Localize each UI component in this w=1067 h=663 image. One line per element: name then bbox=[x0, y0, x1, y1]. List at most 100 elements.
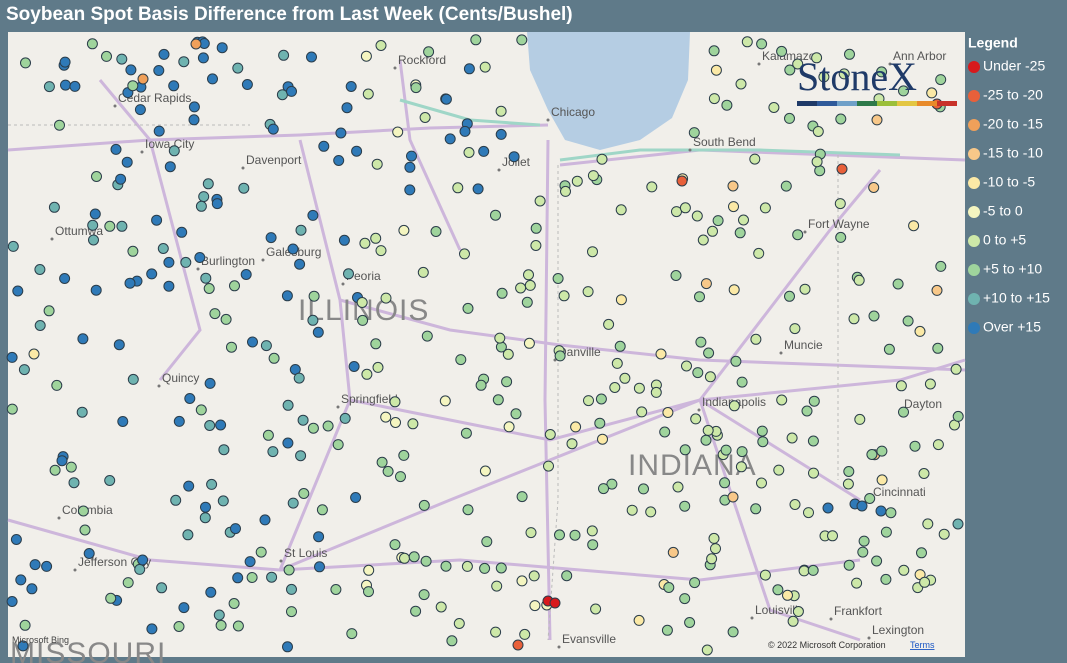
elevator-dot[interactable] bbox=[519, 628, 531, 640]
elevator-dot[interactable] bbox=[15, 574, 27, 586]
elevator-dot[interactable] bbox=[194, 252, 206, 263]
elevator-dot[interactable] bbox=[127, 245, 139, 257]
elevator-dot[interactable] bbox=[595, 393, 607, 405]
elevator-dot[interactable] bbox=[843, 559, 855, 571]
elevator-dot[interactable] bbox=[857, 546, 869, 558]
elevator-dot[interactable] bbox=[335, 127, 347, 139]
elevator-dot[interactable] bbox=[287, 243, 299, 255]
elevator-dot[interactable] bbox=[312, 326, 324, 338]
elevator-dot[interactable] bbox=[615, 294, 627, 306]
elevator-dot[interactable] bbox=[523, 337, 535, 349]
elevator-dot[interactable] bbox=[188, 101, 200, 113]
elevator-dot[interactable] bbox=[691, 210, 703, 222]
elevator-dot[interactable] bbox=[188, 114, 200, 126]
elevator-dot[interactable] bbox=[51, 379, 63, 391]
elevator-dot[interactable] bbox=[382, 465, 394, 477]
elevator-dot[interactable] bbox=[244, 556, 256, 568]
elevator-dot[interactable] bbox=[868, 182, 880, 193]
elevator-dot[interactable] bbox=[780, 180, 792, 192]
elevator-dot[interactable] bbox=[146, 623, 158, 635]
elevator-dot[interactable] bbox=[543, 460, 554, 472]
elevator-dot[interactable] bbox=[306, 51, 317, 63]
elevator-dot[interactable] bbox=[516, 491, 528, 503]
elevator-dot[interactable] bbox=[727, 180, 739, 192]
elevator-dot[interactable] bbox=[230, 523, 241, 535]
elevator-dot[interactable] bbox=[43, 81, 55, 93]
elevator-dot[interactable] bbox=[583, 395, 594, 407]
elevator-dot[interactable] bbox=[348, 361, 360, 372]
elevator-dot[interactable] bbox=[495, 562, 507, 574]
elevator-dot[interactable] bbox=[741, 36, 753, 48]
elevator-dot[interactable] bbox=[226, 341, 237, 353]
elevator-dot[interactable] bbox=[508, 151, 520, 163]
elevator-dot[interactable] bbox=[330, 584, 342, 595]
elevator-dot[interactable] bbox=[232, 62, 244, 74]
elevator-dot[interactable] bbox=[89, 208, 101, 220]
elevator-dot[interactable] bbox=[87, 219, 99, 231]
elevator-dot[interactable] bbox=[417, 266, 429, 278]
elevator-dot[interactable] bbox=[812, 126, 824, 137]
elevator-dot[interactable] bbox=[679, 444, 691, 456]
elevator-dot[interactable] bbox=[419, 112, 431, 123]
elevator-dot[interactable] bbox=[282, 437, 294, 449]
elevator-dot[interactable] bbox=[750, 333, 762, 345]
elevator-dot[interactable] bbox=[835, 113, 847, 125]
elevator-dot[interactable] bbox=[190, 38, 202, 50]
elevator-dot[interactable] bbox=[220, 313, 232, 325]
elevator-dot[interactable] bbox=[286, 583, 297, 595]
elevator-dot[interactable] bbox=[851, 577, 863, 589]
elevator-dot[interactable] bbox=[423, 46, 435, 58]
elevator-dot[interactable] bbox=[229, 280, 240, 292]
elevator-dot[interactable] bbox=[195, 200, 207, 212]
elevator-dot[interactable] bbox=[782, 589, 793, 601]
elevator-dot[interactable] bbox=[316, 504, 328, 516]
elevator-dot[interactable] bbox=[919, 576, 931, 588]
elevator-dot[interactable] bbox=[199, 512, 211, 524]
elevator-dot[interactable] bbox=[858, 535, 870, 547]
elevator-dot[interactable] bbox=[848, 313, 860, 325]
elevator-dot[interactable] bbox=[380, 292, 392, 304]
elevator-dot[interactable] bbox=[876, 66, 888, 78]
elevator-dot[interactable] bbox=[375, 245, 387, 257]
elevator-dot[interactable] bbox=[799, 283, 811, 295]
elevator-dot[interactable] bbox=[390, 417, 401, 428]
elevator-dot[interactable] bbox=[295, 450, 307, 462]
elevator-dot[interactable] bbox=[854, 413, 866, 425]
elevator-dot[interactable] bbox=[609, 382, 621, 393]
elevator-dot[interactable] bbox=[200, 272, 212, 284]
elevator-dot[interactable] bbox=[736, 376, 748, 388]
elevator-dot[interactable] bbox=[69, 80, 81, 92]
elevator-dot[interactable] bbox=[218, 444, 230, 456]
elevator-dot[interactable] bbox=[345, 81, 357, 92]
elevator-dot[interactable] bbox=[232, 620, 244, 632]
elevator-dot[interactable] bbox=[530, 240, 542, 251]
elevator-dot[interactable] bbox=[460, 427, 472, 439]
elevator-dot[interactable] bbox=[375, 40, 387, 51]
elevator-dot[interactable] bbox=[10, 534, 22, 545]
elevator-dot[interactable] bbox=[528, 570, 540, 582]
elevator-dot[interactable] bbox=[268, 352, 280, 364]
elevator-dot[interactable] bbox=[695, 336, 707, 348]
elevator-dot[interactable] bbox=[395, 471, 406, 483]
elevator-dot[interactable] bbox=[633, 614, 645, 626]
elevator-dot[interactable] bbox=[440, 560, 452, 572]
elevator-dot[interactable] bbox=[570, 421, 582, 433]
elevator-dot[interactable] bbox=[295, 224, 307, 236]
elevator-dot[interactable] bbox=[814, 165, 826, 177]
elevator-dot[interactable] bbox=[773, 464, 785, 476]
elevator-dot[interactable] bbox=[146, 268, 158, 280]
elevator-dot[interactable] bbox=[372, 361, 384, 373]
elevator-dot[interactable] bbox=[363, 564, 375, 576]
elevator-dot[interactable] bbox=[307, 209, 319, 221]
elevator-dot[interactable] bbox=[728, 284, 740, 296]
elevator-dot[interactable] bbox=[333, 155, 345, 166]
elevator-dot[interactable] bbox=[776, 394, 788, 406]
terms-link[interactable]: Terms bbox=[910, 640, 935, 650]
elevator-dot[interactable] bbox=[376, 456, 388, 468]
elevator-dot[interactable] bbox=[931, 284, 943, 296]
elevator-dot[interactable] bbox=[892, 278, 904, 290]
elevator-dot[interactable] bbox=[246, 572, 258, 583]
elevator-dot[interactable] bbox=[294, 258, 306, 270]
elevator-dot[interactable] bbox=[418, 589, 430, 601]
elevator-dot[interactable] bbox=[549, 597, 561, 609]
